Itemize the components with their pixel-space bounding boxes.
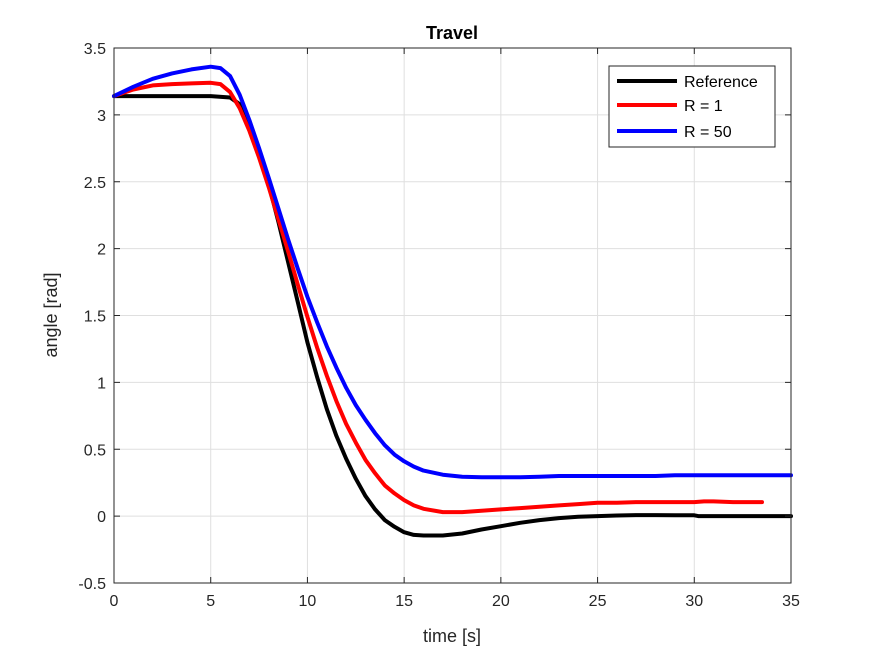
x-tick-label: 0: [110, 593, 119, 610]
x-axis-ticks: 0 5 10 15 20 25 30 35: [110, 48, 800, 610]
x-tick-label: 10: [299, 593, 317, 610]
y-axis-ticks: -0.5 0 0.5 1 1.5 2 2.5 3 3.5: [78, 41, 791, 593]
series-line-r50: [112, 64, 793, 480]
y-tick-label: 1: [97, 375, 106, 392]
x-axis-label: time [s]: [423, 626, 481, 646]
legend-label-r1: R = 1: [684, 98, 723, 115]
y-tick-label: 0: [97, 509, 106, 526]
x-tick-label: 15: [395, 593, 413, 610]
y-tick-label: 1.5: [84, 309, 106, 326]
x-tick-label: 20: [492, 593, 510, 610]
data-lines: [112, 64, 793, 538]
chart-title: Travel: [426, 23, 478, 43]
y-axis-label: angle [rad]: [41, 272, 61, 357]
series-line-reference: [112, 94, 793, 538]
series-line-r1: [112, 80, 764, 515]
x-tick-label: 30: [685, 593, 703, 610]
y-tick-label: 0.5: [84, 442, 106, 459]
legend: Reference R = 1 R = 50: [608, 65, 776, 148]
legend-label-reference: Reference: [684, 74, 758, 91]
y-tick-label: 2.5: [84, 175, 106, 192]
y-tick-label: -0.5: [78, 576, 106, 593]
x-tick-label: 35: [782, 593, 800, 610]
y-tick-label: 3: [97, 108, 106, 125]
legend-label-r50: R = 50: [684, 124, 732, 141]
x-tick-label: 25: [589, 593, 607, 610]
x-tick-label: 5: [206, 593, 215, 610]
y-tick-label: 3.5: [84, 41, 106, 58]
y-tick-label: 2: [97, 242, 106, 259]
